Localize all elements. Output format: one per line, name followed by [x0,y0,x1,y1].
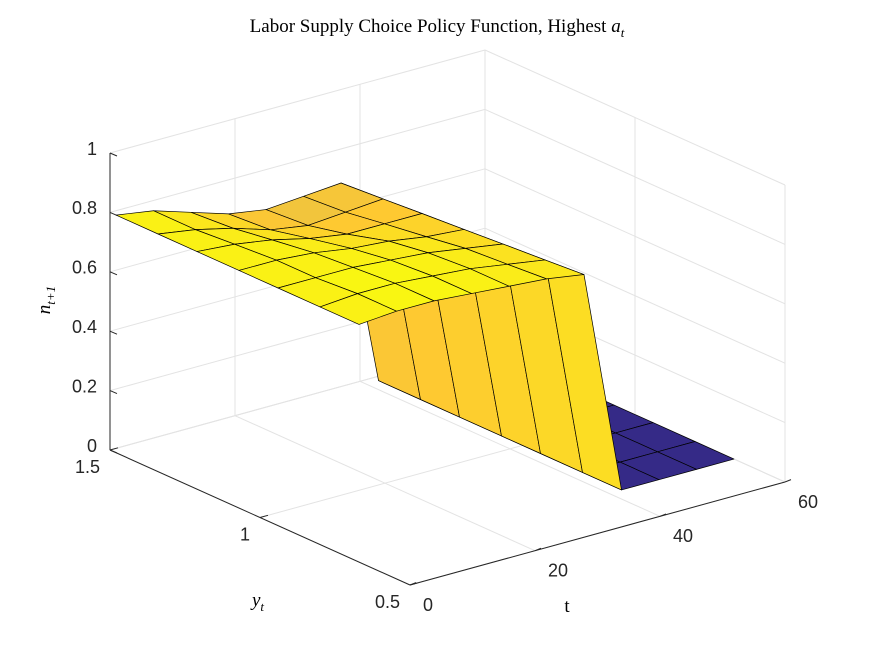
x-tick-mark [784,479,792,483]
x-tick-label: 40 [673,526,693,546]
z-tick-mark [109,152,118,157]
title-symbol: a [611,16,621,37]
z-tick-label: 1 [87,139,97,159]
wall-grid-line [484,227,786,364]
z-axis-label: nt+1 [34,286,58,314]
grid-layer [109,49,786,586]
z-tick-mark [109,271,118,276]
y-label-subscript: t [260,599,264,614]
y-tick-label: 1.5 [75,457,100,477]
x-tick-mark [534,547,542,552]
z-tick-mark [109,449,118,454]
z-label-symbol: n [34,305,55,315]
z-tick-label: 0.4 [72,317,97,337]
y-tick-label: 0.5 [375,592,400,612]
x-tick-mark [659,513,667,517]
y-label-symbol: y [250,590,261,611]
z-label-subscript: t+1 [43,286,58,305]
wall-grid-line [484,49,786,186]
y-tick-mark [259,514,269,518]
y-tick-label: 1 [240,524,250,544]
x-axis-line [409,481,786,586]
wall-grid-line [109,49,486,154]
z-tick-label: 0.8 [72,198,97,218]
x-axis-label: t [564,596,570,617]
surface-face [319,293,397,325]
y-tick-mark [409,582,419,586]
wall-grid-line [484,168,786,305]
surface-layer [115,182,735,491]
z-tick-label: 0.6 [72,258,97,278]
title-subscript: t [621,25,625,40]
title-text: Labor Supply Choice Policy Function, Hig… [250,16,607,37]
z-tick-mark [109,330,118,335]
z-tick-label: 0 [87,436,97,456]
x-tick-label: 20 [548,560,568,580]
x-tick-label: 0 [423,595,433,615]
axes-layer [109,152,792,586]
z-tick-mark [109,390,118,395]
y-axis-label: yt [250,590,264,614]
y-tick-mark [109,447,119,451]
wall-grid-line [109,108,486,213]
z-tick-label: 0.2 [72,376,97,396]
wall-grid-line [484,108,786,245]
x-tick-label: 60 [798,492,818,512]
chart-title: Labor Supply Choice Policy Function, Hig… [250,16,625,40]
